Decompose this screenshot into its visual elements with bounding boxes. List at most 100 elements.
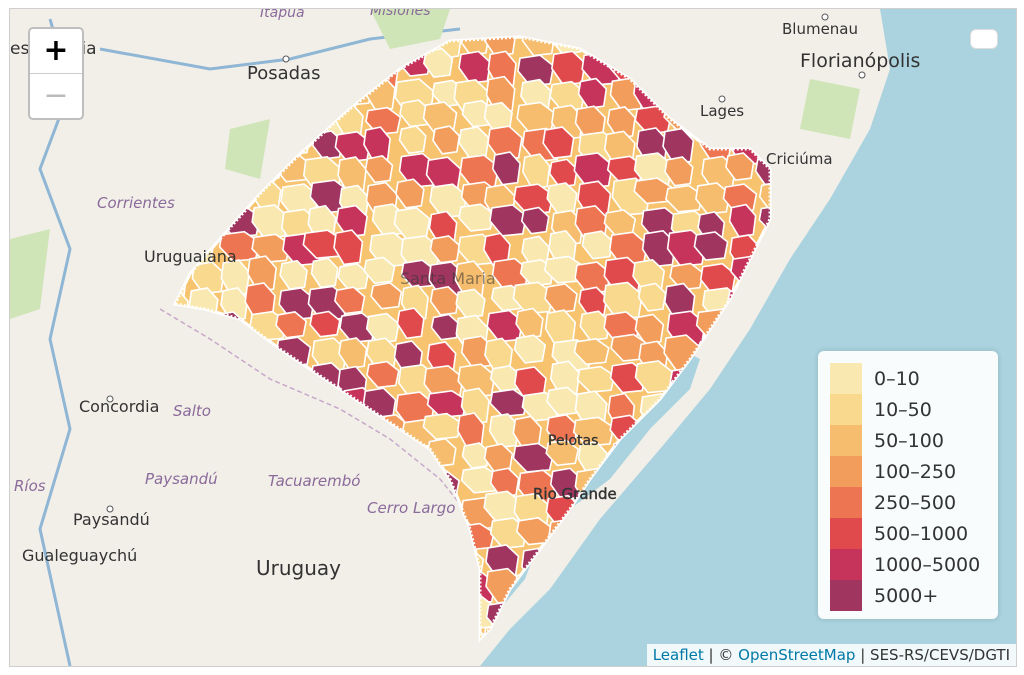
municipality-cell[interactable] [400, 259, 436, 289]
municipality-cell[interactable] [367, 570, 402, 605]
municipality-cell[interactable] [576, 365, 616, 393]
municipality-cell[interactable] [364, 542, 406, 576]
municipality-cell[interactable] [244, 27, 275, 60]
municipality-cell[interactable] [702, 52, 732, 88]
municipality-cell[interactable] [422, 412, 462, 440]
municipality-cell[interactable] [183, 620, 222, 649]
municipality-cell[interactable] [487, 125, 523, 161]
municipality-cell[interactable] [392, 593, 432, 631]
municipality-cell[interactable] [276, 418, 306, 453]
municipality-cell[interactable] [489, 467, 520, 498]
municipality-cell[interactable] [187, 23, 228, 56]
municipality-cell[interactable] [428, 625, 469, 656]
municipality-cell[interactable] [191, 594, 232, 624]
municipality-cell[interactable] [251, 233, 291, 264]
municipality-cell[interactable] [546, 386, 580, 416]
municipality-cell[interactable] [185, 572, 228, 602]
municipality-cell[interactable] [184, 210, 219, 240]
municipality-cell[interactable] [401, 569, 441, 598]
municipality-cell[interactable] [542, 126, 575, 159]
municipality-cell[interactable] [401, 520, 444, 549]
municipality-cell[interactable] [427, 518, 465, 546]
municipality-cell[interactable] [637, 282, 667, 312]
municipality-cell[interactable] [581, 230, 614, 260]
municipality-cell[interactable] [212, 469, 245, 497]
municipality-cell[interactable] [726, 287, 758, 316]
municipality-cell[interactable] [513, 183, 554, 215]
municipality-cell[interactable] [333, 50, 367, 78]
municipality-cell[interactable] [573, 337, 610, 366]
municipality-cell[interactable] [215, 366, 245, 394]
municipality-cell[interactable] [757, 47, 789, 77]
municipality-cell[interactable] [158, 548, 194, 581]
municipality-cell[interactable] [244, 626, 280, 656]
municipality-cell[interactable] [491, 151, 521, 186]
municipality-cell[interactable] [573, 152, 614, 189]
municipality-cell[interactable] [636, 53, 675, 86]
municipality-cell[interactable] [512, 281, 554, 315]
zoom-in-button[interactable]: + [43, 33, 69, 68]
municipality-cell[interactable] [460, 335, 494, 369]
municipality-cell[interactable] [722, 183, 758, 213]
municipality-cell[interactable] [483, 490, 523, 524]
municipality-cell[interactable] [215, 596, 251, 624]
municipality-cell[interactable] [488, 413, 520, 449]
municipality-cell[interactable] [399, 546, 438, 583]
municipality-cell[interactable] [701, 75, 733, 106]
municipality-cell[interactable] [366, 360, 400, 389]
municipality-cell[interactable] [306, 30, 337, 61]
municipality-cell[interactable] [160, 621, 188, 649]
municipality-cell[interactable] [545, 439, 580, 467]
municipality-cell[interactable] [189, 339, 220, 378]
leaflet-link[interactable]: Leaflet [652, 646, 704, 664]
municipality-cell[interactable] [546, 413, 579, 446]
municipality-cell[interactable] [191, 261, 225, 295]
municipality-cell[interactable] [333, 229, 364, 266]
municipality-cell[interactable] [280, 599, 318, 639]
municipality-cell[interactable] [340, 595, 372, 626]
municipality-cell[interactable] [338, 337, 368, 370]
municipality-cell[interactable] [695, 182, 731, 215]
municipality-cell[interactable] [637, 22, 670, 53]
municipality-cell[interactable] [279, 259, 308, 290]
municipality-cell[interactable] [515, 307, 544, 339]
municipality-cell[interactable] [156, 362, 190, 394]
municipality-cell[interactable] [432, 125, 461, 155]
municipality-cell[interactable] [161, 159, 190, 192]
municipality-cell[interactable] [669, 262, 704, 291]
map-container[interactable]: Santa Maria esi cia Itapúa Misiones Posa… [9, 8, 1017, 667]
municipality-cell[interactable] [577, 77, 608, 110]
municipality-cell[interactable] [183, 522, 222, 553]
municipality-cell[interactable] [216, 336, 251, 365]
municipality-cell[interactable] [399, 99, 431, 128]
municipality-cell[interactable] [544, 283, 578, 314]
municipality-cell[interactable] [366, 469, 404, 503]
municipality-cell[interactable] [216, 493, 247, 527]
municipality-cell[interactable] [154, 600, 184, 636]
municipality-cell[interactable] [461, 442, 491, 469]
municipality-cell[interactable] [732, 26, 771, 59]
municipality-cell[interactable] [633, 152, 673, 187]
municipality-cell[interactable] [398, 125, 427, 155]
municipality-cell[interactable] [522, 153, 551, 190]
municipality-cell[interactable] [520, 206, 550, 235]
municipality-cell[interactable] [333, 78, 374, 107]
municipality-cell[interactable] [279, 439, 318, 477]
municipality-cell[interactable] [216, 178, 253, 213]
municipality-cell[interactable] [310, 257, 339, 289]
municipality-cell[interactable] [158, 26, 187, 56]
municipality-cell[interactable] [184, 417, 216, 455]
municipality-cell[interactable] [337, 518, 379, 549]
municipality-cell[interactable] [155, 516, 193, 550]
municipality-cell[interactable] [161, 308, 191, 345]
municipality-cell[interactable] [275, 125, 311, 156]
municipality-cell[interactable] [279, 517, 312, 556]
municipality-cell[interactable] [693, 231, 729, 261]
municipality-cell[interactable] [549, 360, 581, 397]
municipality-cell[interactable] [311, 518, 352, 548]
municipality-cell[interactable] [221, 543, 257, 577]
municipality-cell[interactable] [546, 182, 578, 215]
municipality-cell[interactable] [422, 544, 459, 572]
municipality-cell[interactable] [513, 334, 547, 364]
municipality-cell[interactable] [430, 313, 460, 341]
